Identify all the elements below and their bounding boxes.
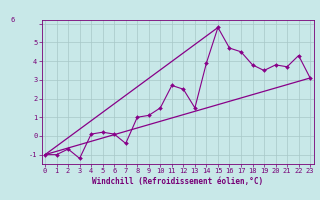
X-axis label: Windchill (Refroidissement éolien,°C): Windchill (Refroidissement éolien,°C): [92, 177, 263, 186]
Text: 6: 6: [11, 17, 15, 23]
